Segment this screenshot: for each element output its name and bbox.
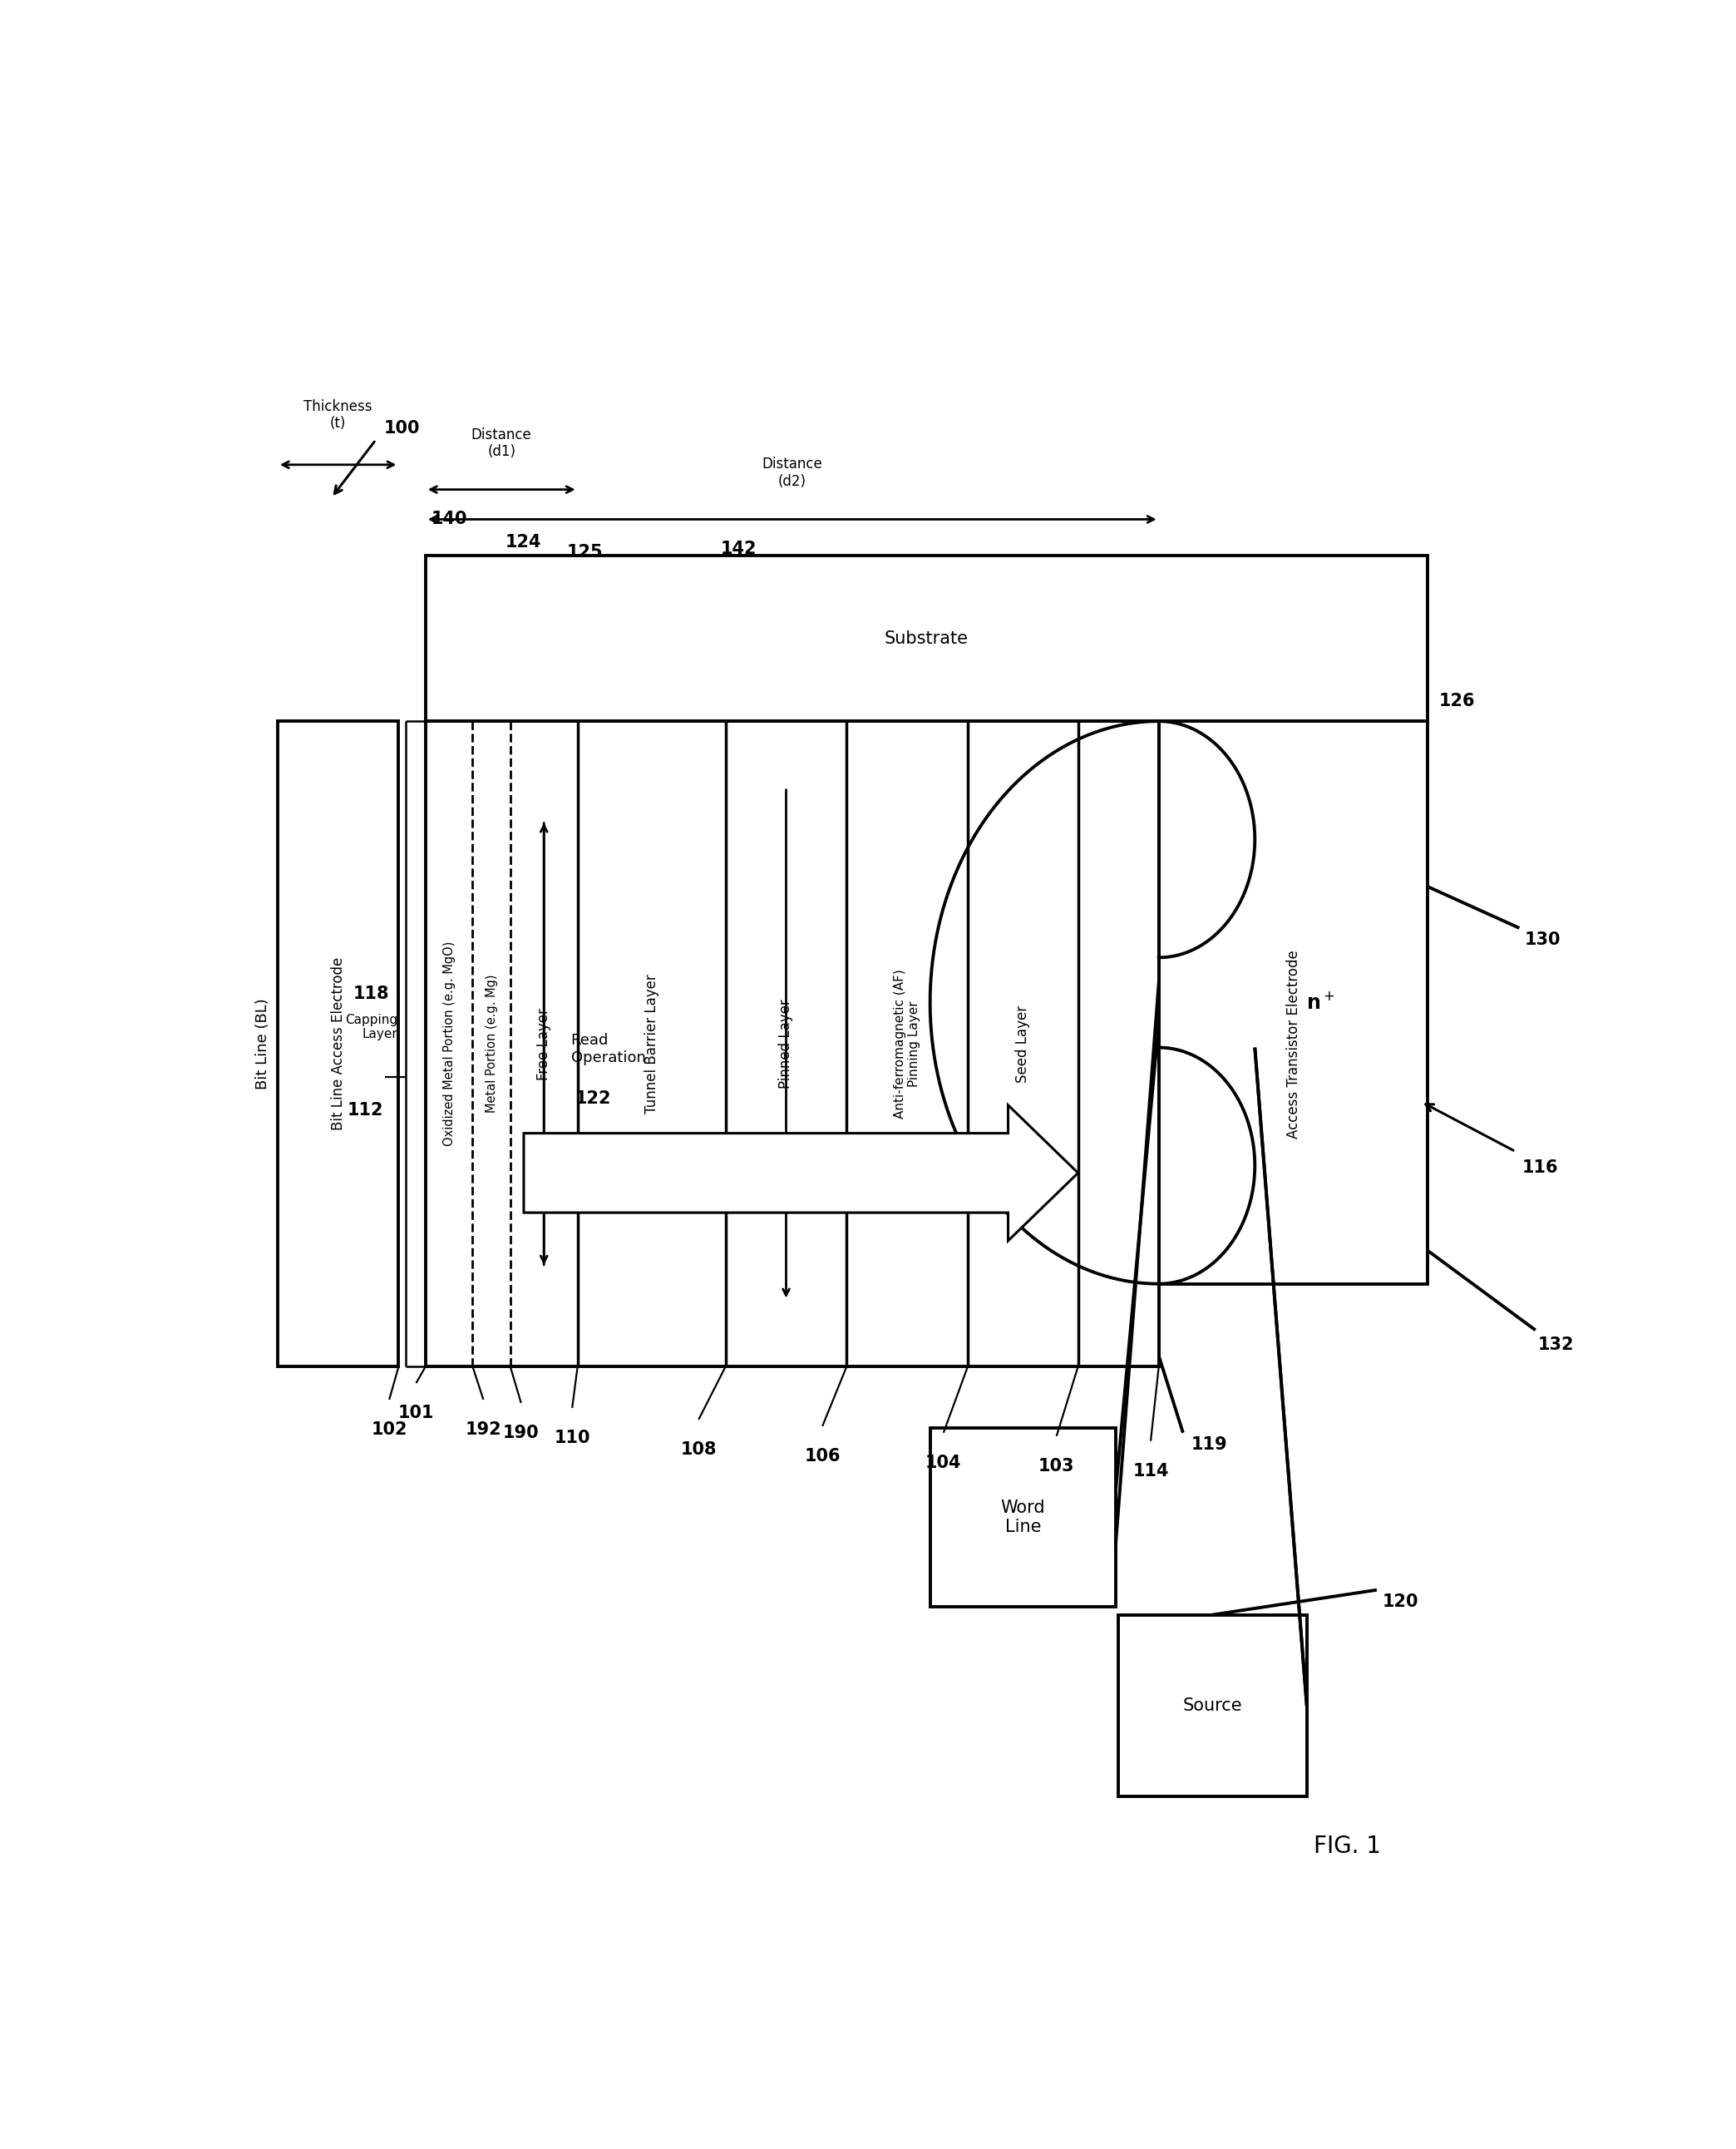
Text: 192: 192 [465,1420,502,1438]
Text: 100: 100 [384,419,420,436]
Text: FIG. 1: FIG. 1 [1314,1835,1380,1859]
Text: 130: 130 [1524,931,1561,948]
Text: 108: 108 [681,1442,717,1457]
Text: Capping
Layer: Capping Layer [345,1014,398,1040]
Text: 101: 101 [398,1405,434,1420]
Text: 104: 104 [925,1455,962,1470]
Text: 132: 132 [1538,1337,1575,1354]
Text: Free Layer: Free Layer [536,1008,552,1081]
Text: 118: 118 [352,986,389,1004]
Text: Seed Layer: Seed Layer [1016,1006,1031,1083]
Text: Distance
(d1): Distance (d1) [470,428,531,460]
Text: 110: 110 [554,1429,590,1446]
Text: n$^+$: n$^+$ [1305,993,1335,1012]
Text: 120: 120 [1382,1592,1418,1610]
Text: 102: 102 [372,1420,408,1438]
Bar [425,557,1427,722]
Text: 126: 126 [1439,692,1476,709]
Text: 106: 106 [804,1448,840,1463]
Text: 140: 140 [431,511,467,529]
Bar [278,722,399,1367]
Text: 114: 114 [1132,1463,1168,1479]
Text: 125: 125 [566,544,602,561]
Text: 116: 116 [1522,1160,1559,1176]
Text: Pinned Layer: Pinned Layer [779,999,793,1090]
Text: Anti-ferromagnetic (AF)
Pinning Layer: Anti-ferromagnetic (AF) Pinning Layer [894,969,920,1120]
Text: Substrate: Substrate [885,630,969,647]
Text: Bit Line Access Electrode: Bit Line Access Electrode [330,956,345,1130]
Text: Word
Line: Word Line [1000,1500,1045,1534]
Text: Metal Portion (e.g. Mg): Metal Portion (e.g. Mg) [486,976,498,1113]
Text: Bit Line (BL): Bit Line (BL) [255,999,271,1090]
Text: 190: 190 [503,1425,540,1442]
Text: Read
Operation: Read Operation [571,1034,646,1066]
Bar [425,722,1158,1367]
Text: 124: 124 [505,535,542,550]
Text: Source: Source [1182,1698,1243,1715]
Bar [930,1427,1116,1607]
Text: Distance
(d2): Distance (d2) [762,458,823,490]
Text: Access Transistor Electrode: Access Transistor Electrode [1286,950,1300,1139]
FancyArrow shape [524,1105,1078,1240]
Text: Tunnel Barrier Layer: Tunnel Barrier Layer [644,973,660,1113]
Text: 103: 103 [1038,1457,1075,1474]
Bar [1160,722,1427,1283]
Text: Oxidized Metal Portion (e.g. MgO): Oxidized Metal Portion (e.g. MgO) [443,941,455,1145]
Bar [1118,1614,1307,1797]
Text: 142: 142 [720,542,757,557]
Text: 119: 119 [1191,1436,1227,1453]
Text: 122: 122 [575,1090,611,1107]
Text: Thickness
(t): Thickness (t) [304,400,373,432]
Text: 112: 112 [347,1102,384,1117]
